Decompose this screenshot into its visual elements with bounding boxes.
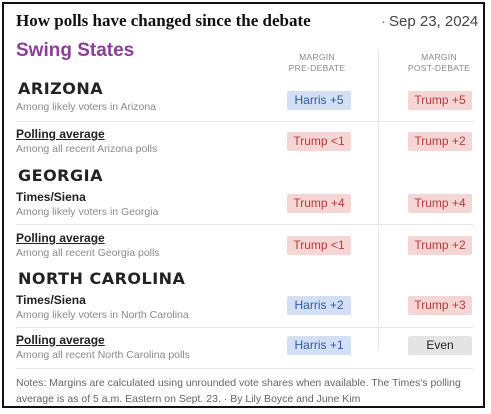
table-row: Among likely voters in Arizona Harris +5…: [16, 86, 474, 124]
column-header-post-debate: MARGIN POST-DEBATE: [384, 52, 491, 74]
column-header-post-line1: MARGIN: [421, 52, 457, 62]
column-divider: [378, 50, 379, 350]
row-divider: [16, 327, 474, 328]
pollster-name: Times/Siena: [16, 190, 86, 204]
poll-table-card: How polls have changed since the debate …: [2, 2, 485, 408]
publish-date: Sep 23, 2024: [389, 13, 479, 30]
column-header-pre-line2: PRE-DEBATE: [288, 63, 346, 73]
pre-debate-margin-badge: Harris +1: [287, 336, 351, 355]
post-debate-margin-badge: Trump +4: [408, 194, 472, 213]
table-row: Polling average Among all recent Georgia…: [16, 228, 474, 266]
column-header-post-line2: POST-DEBATE: [407, 63, 471, 73]
state-heading-north-carolina: NORTH CAROLINA: [18, 269, 186, 288]
column-header-pre-debate: MARGIN PRE-DEBATE: [262, 52, 372, 74]
footnote: Notes: Margins are calculated using unro…: [16, 375, 478, 407]
polling-average-link[interactable]: Polling average: [16, 231, 105, 245]
row-subtitle: Among all recent Arizona polls: [16, 143, 158, 155]
notes-text: Notes: Margins are calculated using unro…: [16, 377, 461, 405]
row-divider: [16, 224, 474, 225]
section-title: Swing States: [16, 40, 135, 61]
column-header-pre-line1: MARGIN: [299, 52, 335, 62]
post-debate-margin-badge: Trump +2: [408, 132, 472, 151]
post-debate-margin-badge: Trump +5: [408, 91, 472, 110]
state-heading-arizona: ARIZONA: [18, 79, 104, 98]
row-divider: [16, 121, 474, 122]
row-subtitle: Among likely voters in Georgia: [16, 206, 159, 218]
pre-debate-margin-badge: Trump +4: [287, 194, 351, 213]
table-row: Polling average Among all recent Arizona…: [16, 124, 474, 162]
polling-average-link[interactable]: Polling average: [16, 333, 105, 347]
table-row: Times/Siena Among likely voters in North…: [16, 290, 474, 328]
pre-debate-margin-badge: Harris +2: [287, 296, 351, 315]
post-debate-margin-badge: Trump +2: [408, 236, 472, 255]
row-subtitle: Among all recent North Carolina polls: [16, 349, 190, 361]
date-line: · Sep 23, 2024: [381, 13, 478, 30]
post-debate-margin-badge: Trump +3: [408, 296, 472, 315]
notes-divider: [16, 368, 474, 369]
pre-debate-margin-badge: Harris +5: [287, 91, 351, 110]
table-row: Polling average Among all recent North C…: [16, 330, 474, 368]
state-heading-georgia: GEORGIA: [18, 166, 103, 185]
page-title: How polls have changed since the debate: [16, 11, 311, 30]
polling-average-link[interactable]: Polling average: [16, 127, 105, 141]
pre-debate-margin-badge: Trump <1: [287, 236, 351, 255]
byline: By Lily Boyce and June Kim: [230, 393, 361, 405]
pre-debate-margin-badge: Trump <1: [287, 132, 351, 151]
row-subtitle: Among likely voters in North Carolina: [16, 309, 189, 321]
row-subtitle: Among all recent Georgia polls: [16, 247, 160, 259]
pollster-name: Times/Siena: [16, 293, 86, 307]
row-subtitle: Among likely voters in Arizona: [16, 101, 157, 113]
post-debate-margin-badge: Even: [408, 336, 472, 355]
byline-separator: ·: [223, 393, 228, 405]
table-row: Times/Siena Among likely voters in Georg…: [16, 187, 474, 225]
date-separator: ·: [381, 13, 386, 30]
